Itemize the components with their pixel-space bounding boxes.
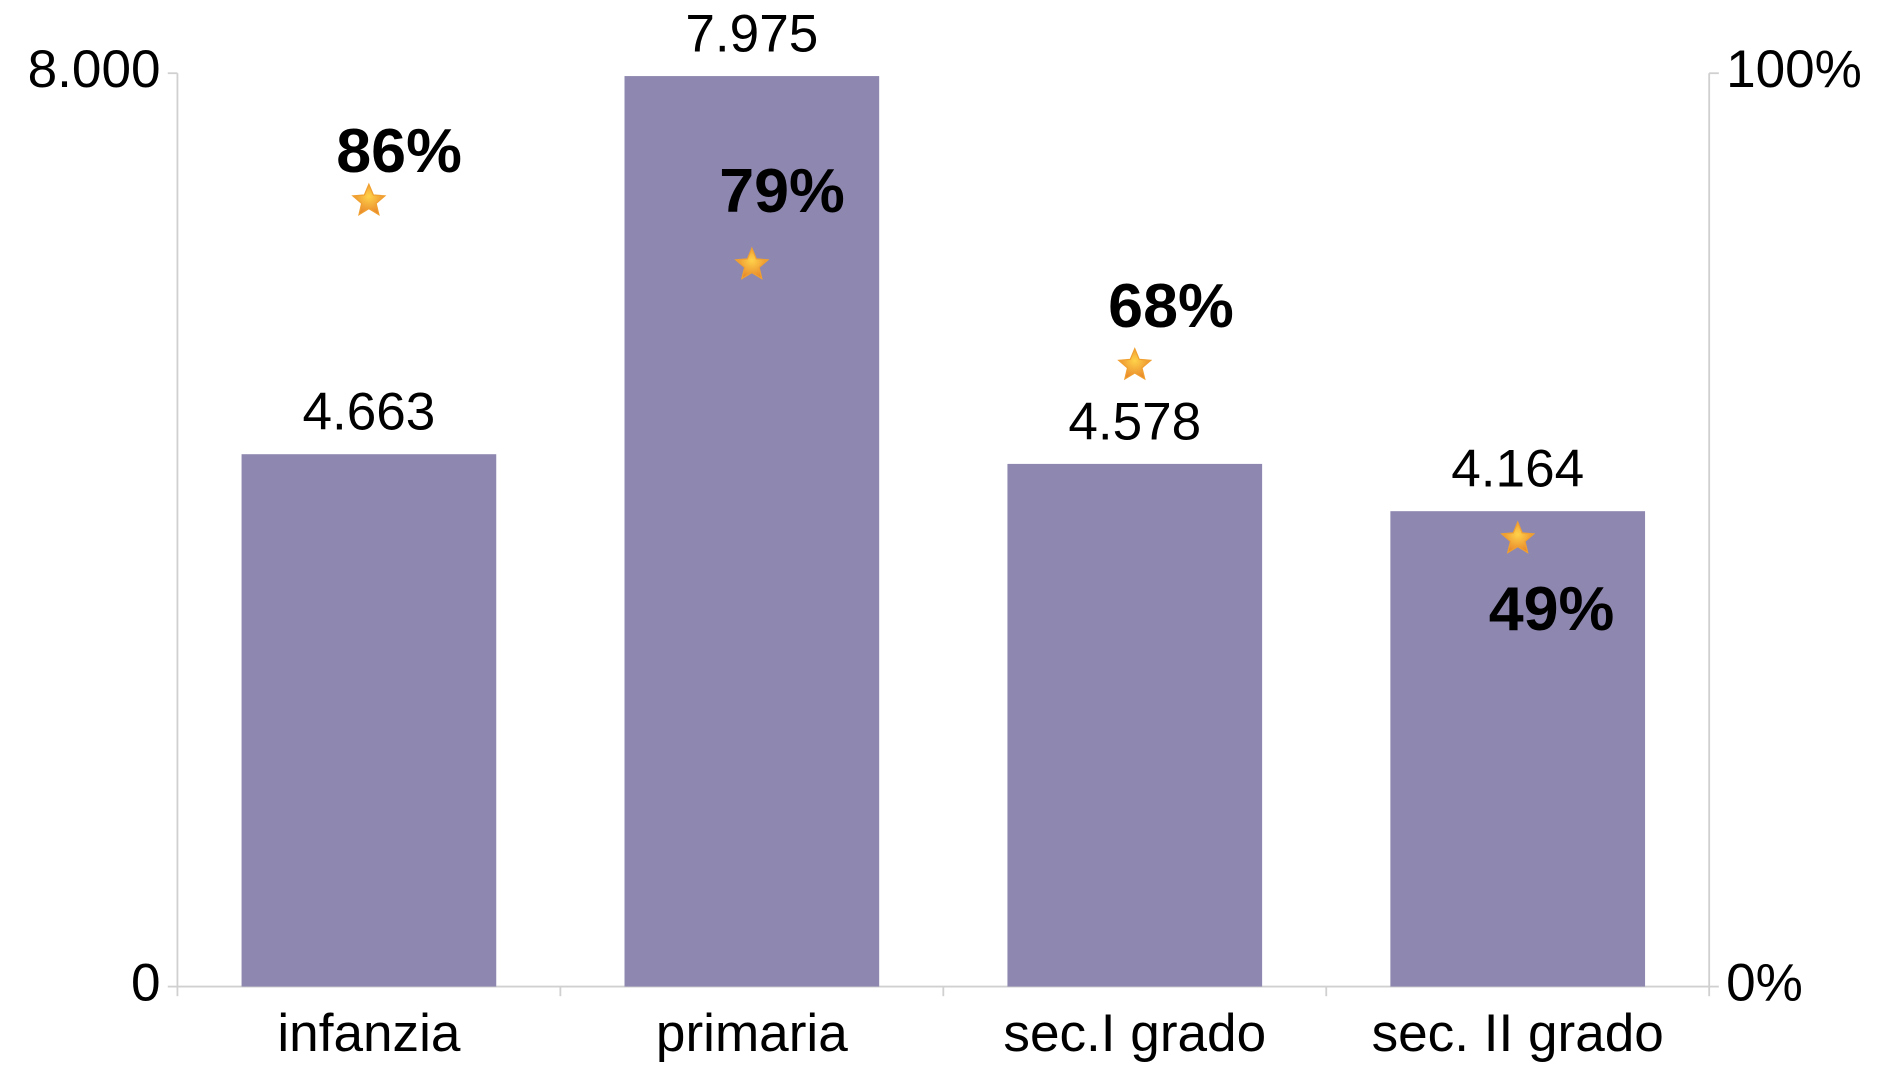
bar — [241, 454, 497, 987]
star-marker — [351, 182, 387, 216]
y-tick-label: 0 — [131, 954, 161, 1013]
bar-value-label: 4.164 — [1451, 440, 1584, 499]
y2-tick-label: 100% — [1726, 40, 1862, 99]
percent-label: 68% — [1108, 271, 1234, 341]
star-marker — [734, 246, 770, 280]
x-tick-label: sec.I grado — [1003, 1004, 1266, 1063]
bar-value-label: 4.578 — [1068, 393, 1201, 452]
bar-value-label: 7.975 — [685, 5, 818, 64]
bar — [624, 76, 880, 987]
percent-label: 49% — [1489, 574, 1615, 644]
y-tick-label: 8.000 — [28, 40, 161, 99]
x-tick-label: infanzia — [277, 1004, 461, 1063]
percent-label: 86% — [336, 116, 462, 186]
x-tick-label: primaria — [656, 1004, 848, 1063]
bar-value-label: 4.663 — [302, 383, 435, 442]
x-tick-label: sec. II grado — [1372, 1004, 1664, 1063]
star-marker — [1117, 347, 1153, 381]
bar — [1007, 463, 1263, 987]
bar — [1390, 511, 1646, 987]
percent-label: 79% — [719, 156, 845, 226]
y2-tick-label: 0% — [1726, 954, 1803, 1013]
star-marker — [1500, 520, 1536, 554]
